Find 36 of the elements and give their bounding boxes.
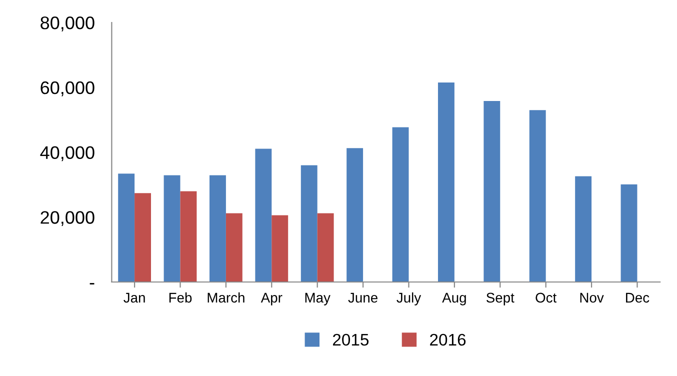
bar: [134, 193, 152, 282]
bar: [164, 175, 180, 282]
y-tick-label: 20,000: [40, 211, 94, 226]
x-tick-label: Jan: [124, 292, 145, 303]
bar: [180, 191, 197, 282]
legend-label: 2015: [332, 334, 369, 346]
bar: [118, 174, 135, 282]
x-tick-label: Dec: [626, 292, 650, 303]
x-tick-label: Oct: [536, 292, 557, 303]
x-tick-label: March: [208, 292, 244, 303]
x-tick-label: Aug: [442, 292, 466, 306]
bar: [317, 213, 334, 282]
x-tick-label: Sept: [486, 292, 514, 306]
y-tick-label: 60,000: [40, 81, 94, 96]
bar: [620, 184, 638, 282]
x-tick-label: Feb: [169, 292, 192, 303]
bar: [575, 176, 592, 282]
bar: [255, 148, 272, 282]
x-tick-label: Nov: [580, 292, 604, 303]
x-tick-label: July: [396, 292, 422, 306]
y-tick-label: 80,000: [40, 16, 94, 32]
bar: [529, 110, 546, 282]
x-tick-label: Apr: [260, 292, 282, 306]
bar: [346, 148, 364, 282]
bar: [438, 82, 454, 282]
x-tick-label: May: [305, 292, 330, 306]
legend-label: 2016: [430, 334, 466, 346]
y-tick-label: 40,000: [40, 146, 94, 162]
bar: [226, 213, 242, 282]
x-tick-label: June: [348, 292, 378, 303]
bar: [210, 175, 226, 282]
bar: [272, 215, 288, 282]
bar: [484, 101, 500, 282]
y-tick-label: -: [90, 283, 94, 284]
bar: [300, 165, 318, 282]
bar: [392, 127, 409, 282]
